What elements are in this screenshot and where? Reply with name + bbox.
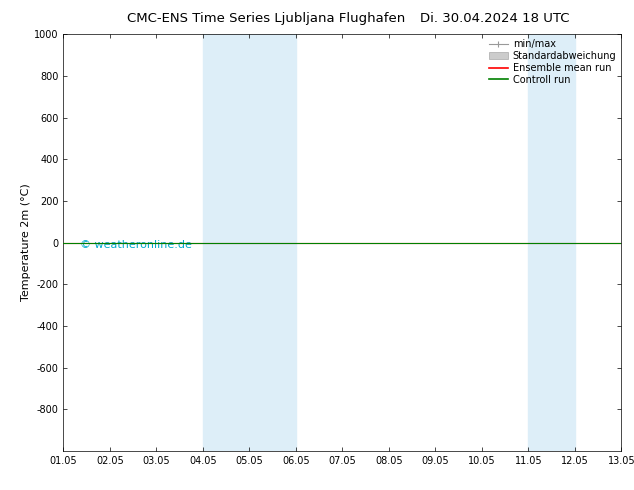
Legend: min/max, Standardabweichung, Ensemble mean run, Controll run: min/max, Standardabweichung, Ensemble me… <box>486 36 619 88</box>
Bar <box>203 34 296 451</box>
Text: © weatheronline.de: © weatheronline.de <box>80 240 192 249</box>
Y-axis label: Temperature 2m (°C): Temperature 2m (°C) <box>22 184 31 301</box>
Text: Di. 30.04.2024 18 UTC: Di. 30.04.2024 18 UTC <box>420 12 569 25</box>
Bar <box>528 34 575 451</box>
Text: CMC-ENS Time Series Ljubljana Flughafen: CMC-ENS Time Series Ljubljana Flughafen <box>127 12 405 25</box>
